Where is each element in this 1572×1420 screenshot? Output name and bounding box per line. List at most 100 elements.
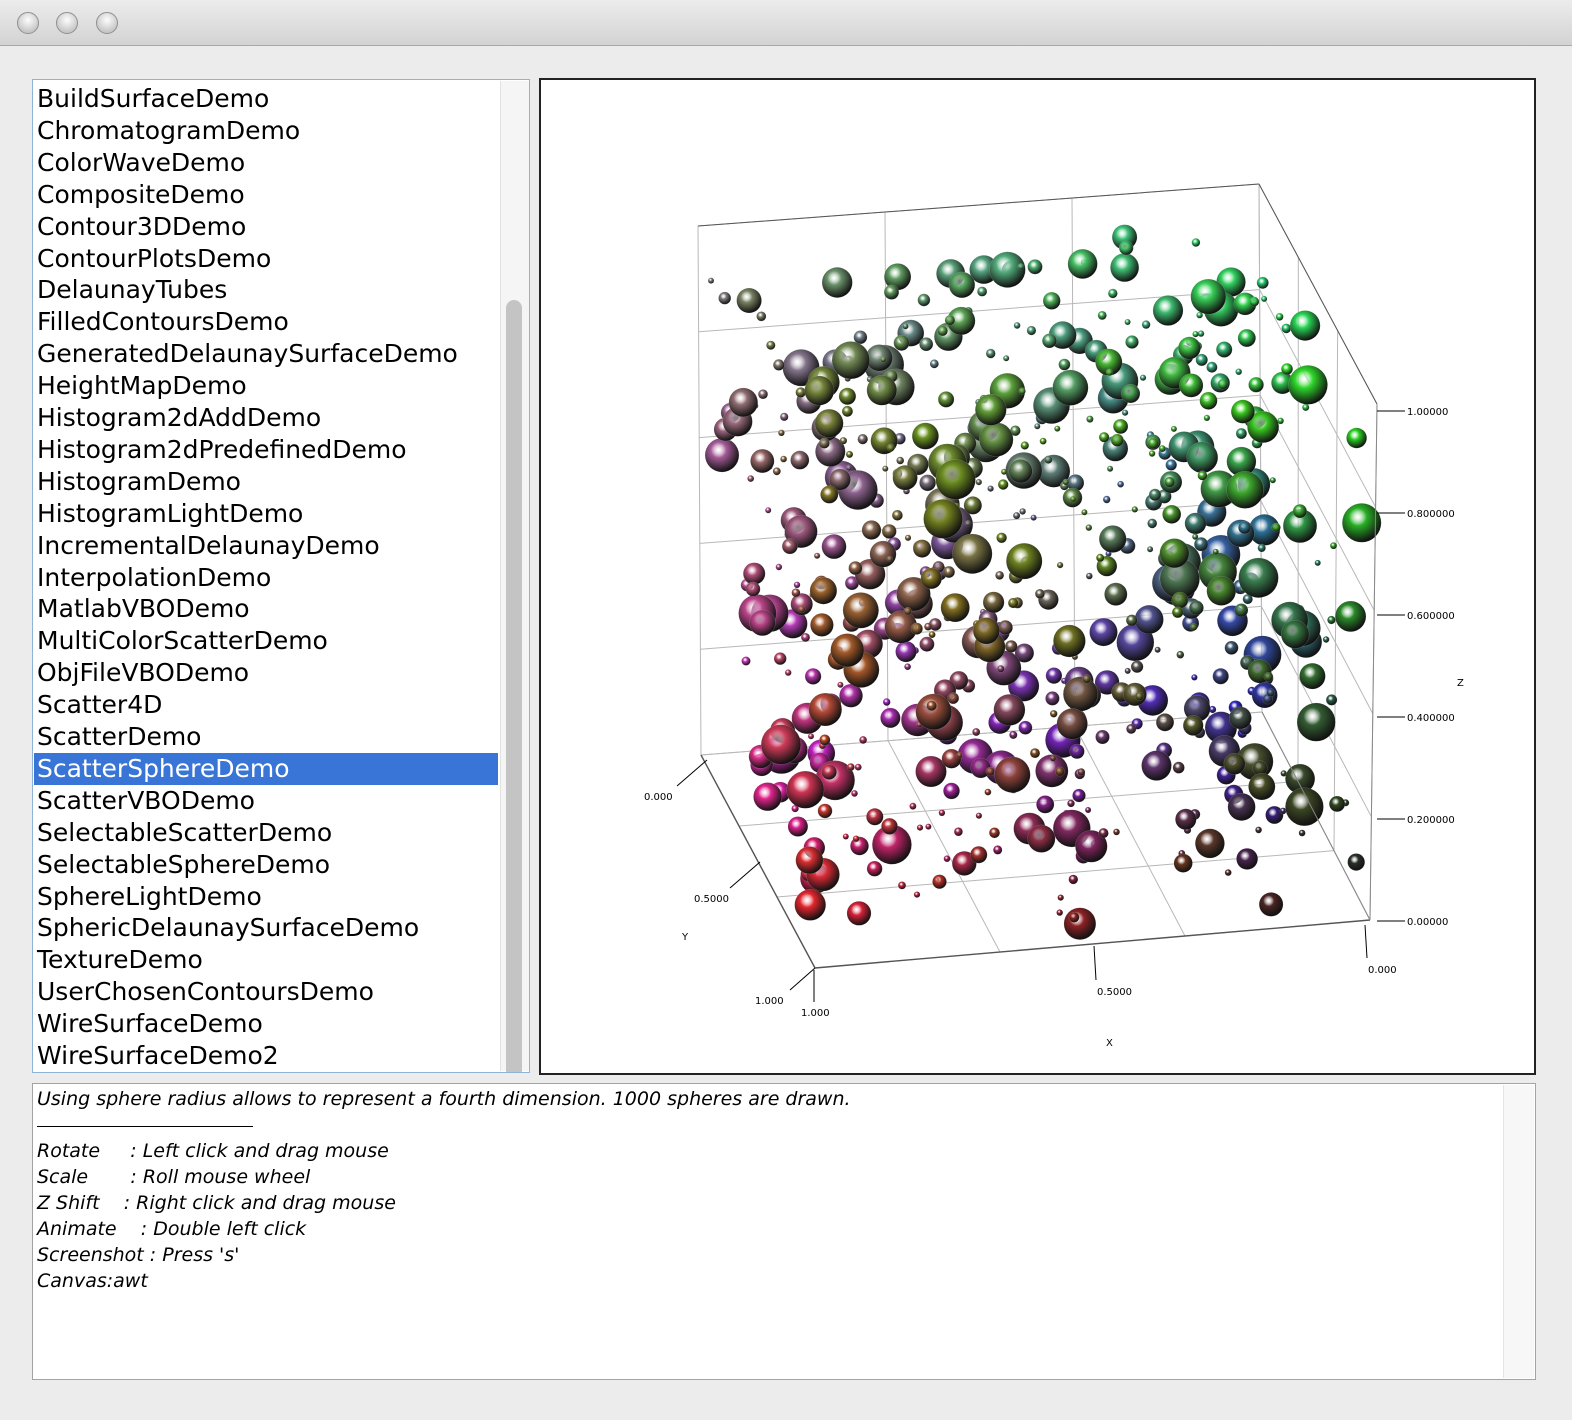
data-sphere — [1263, 671, 1274, 682]
data-sphere — [1104, 582, 1128, 606]
scatter-sphere-chart[interactable]: 0.00000 0.200000 0.400000 0.600000 0.800000 1… — [541, 80, 1534, 1073]
demo-list-item[interactable]: UserChosenContoursDemo — [37, 977, 374, 1007]
data-sphere — [915, 693, 952, 731]
grid-line — [1258, 183, 1263, 713]
data-sphere — [1086, 415, 1094, 423]
minimize-window-button[interactable] — [56, 12, 78, 34]
data-sphere — [1235, 368, 1243, 376]
demo-list-item[interactable]: WireSurfaceDemo — [37, 1009, 263, 1039]
data-sphere — [1030, 514, 1037, 521]
demo-list-item[interactable]: IncrementalDelaunayDemo — [37, 530, 380, 560]
demo-list-item[interactable]: Histogram2dPredefinedDemo — [37, 434, 407, 464]
data-sphere — [964, 520, 972, 527]
data-sphere — [1177, 336, 1201, 360]
demo-list-item[interactable]: MultiColorScatterDemo — [37, 626, 328, 656]
demo-list-item[interactable]: Contour3DDemo — [37, 211, 247, 241]
demo-list-item[interactable]: HistogramDemo — [37, 466, 241, 496]
data-sphere — [886, 555, 893, 563]
data-sphere — [1199, 391, 1218, 410]
description-panel[interactable]: Using sphere radius allows to represent … — [32, 1083, 1536, 1380]
data-sphere — [1238, 557, 1279, 598]
demo-list-item[interactable]: BuildSurfaceDemo — [37, 84, 270, 113]
data-sphere — [896, 576, 931, 612]
data-sphere — [1285, 787, 1324, 827]
demo-list-item[interactable]: ScatterVBODemo — [37, 785, 255, 815]
data-sphere — [1266, 688, 1276, 698]
demo-list-item[interactable]: ObjFileVBODemo — [37, 658, 250, 688]
data-sphere — [1248, 772, 1276, 801]
grid-line — [887, 740, 1001, 953]
data-sphere — [972, 617, 1000, 645]
demo-list-item[interactable]: SelectableScatterDemo — [37, 817, 333, 847]
demo-list-item[interactable]: TextureDemo — [37, 945, 203, 975]
demo-list-item[interactable]: MatlabVBODemo — [37, 594, 250, 624]
description-line: Rotate : Left click and drag mouse — [37, 1140, 389, 1162]
demo-list-item[interactable]: CompositeDemo — [37, 179, 245, 209]
data-sphere — [1280, 362, 1294, 376]
demo-list-item[interactable]: ScatterSphereDemo — [34, 752, 498, 785]
demo-list-item[interactable]: HistogramLightDemo — [37, 498, 304, 528]
data-sphere — [750, 448, 775, 474]
tick-mark — [789, 967, 816, 991]
data-sphere — [938, 809, 946, 817]
data-sphere — [1098, 827, 1109, 839]
demo-list-item[interactable]: ContourPlotsDemo — [37, 243, 272, 273]
data-sphere — [1095, 553, 1105, 563]
data-sphere — [1084, 806, 1092, 814]
data-sphere — [841, 405, 854, 417]
data-sphere — [772, 359, 785, 371]
list-scrollbar-thumb[interactable] — [506, 300, 522, 1072]
chart-canvas[interactable]: 0.00000 0.200000 0.400000 0.600000 0.800000 1… — [539, 78, 1536, 1075]
data-sphere — [891, 509, 903, 521]
grid-line — [738, 780, 1299, 827]
data-sphere — [1182, 715, 1204, 736]
demo-list-item[interactable]: Histogram2dAddDemo — [37, 403, 322, 432]
data-sphere — [736, 287, 762, 314]
data-sphere — [937, 391, 955, 408]
data-sphere — [1301, 403, 1310, 412]
description-line: Screenshot : Press 's' — [37, 1244, 240, 1266]
data-sphere — [1004, 639, 1018, 653]
demo-list-item[interactable]: FilledContoursDemo — [37, 307, 289, 337]
demo-list-item[interactable]: SphereLightDemo — [37, 881, 262, 911]
close-window-button[interactable] — [17, 12, 39, 34]
data-sphere — [1325, 694, 1338, 706]
demo-list[interactable]: BuildSurfaceDemo ChromatogramDemo ColorWav… — [32, 79, 530, 1073]
z-tick-label: 0.00000 — [1407, 917, 1448, 928]
zoom-window-button[interactable] — [96, 12, 118, 34]
data-sphere — [1124, 318, 1131, 326]
demo-list-item[interactable]: ColorWaveDemo — [37, 147, 246, 177]
demo-list-item[interactable]: HeightMapDemo — [37, 371, 247, 401]
demo-list-item[interactable]: ChromatogramDemo — [37, 115, 301, 145]
data-sphere — [1018, 720, 1033, 735]
demo-list-item[interactable]: SelectableSphereDemo — [37, 849, 330, 879]
data-sphere — [937, 325, 948, 337]
demo-list-item[interactable]: ScatterDemo — [37, 722, 202, 751]
data-sphere — [1036, 795, 1055, 814]
tick-mark — [1093, 945, 1097, 981]
data-sphere — [848, 561, 863, 576]
demo-list-item[interactable]: Scatter4D — [37, 690, 163, 720]
box-edge — [700, 754, 816, 969]
data-sphere — [904, 534, 912, 542]
data-sphere — [1056, 561, 1064, 569]
demo-list-item[interactable]: GeneratedDelaunaySurfaceDemo — [37, 339, 458, 369]
description-scrollbar[interactable] — [1503, 1085, 1534, 1378]
data-sphere — [1212, 667, 1229, 685]
data-sphere — [1224, 869, 1232, 877]
demo-list-item[interactable]: WireSurfaceDemo2 — [37, 1041, 279, 1070]
data-sphere — [1067, 248, 1098, 279]
data-sphere — [1314, 559, 1321, 567]
data-sphere — [747, 475, 755, 483]
data-sphere — [1155, 713, 1175, 732]
data-sphere — [1280, 620, 1310, 649]
data-sphere — [1257, 543, 1266, 553]
data-sphere — [1247, 410, 1280, 444]
demo-list-item[interactable]: InterpolationDemo — [37, 562, 272, 592]
demo-list-item[interactable]: SphericDelaunaySurfaceDemo — [37, 913, 420, 943]
data-sphere — [1042, 291, 1061, 310]
grid-line — [697, 225, 702, 756]
data-sphere — [820, 485, 839, 504]
demo-list-item[interactable]: DelaunayTubes — [37, 275, 228, 305]
data-sphere — [1110, 252, 1140, 283]
